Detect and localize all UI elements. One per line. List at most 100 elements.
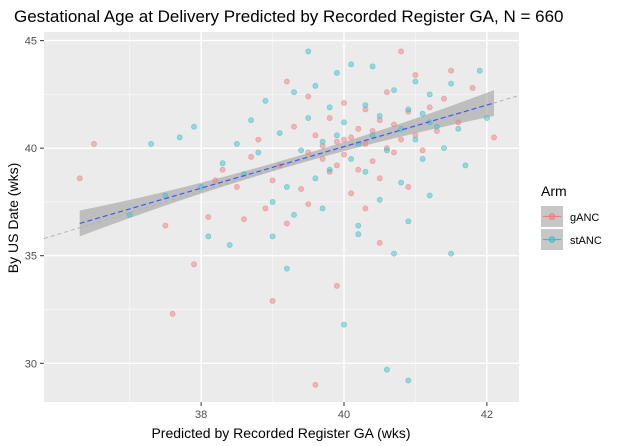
data-point <box>355 231 362 238</box>
data-point <box>219 160 226 167</box>
data-point <box>312 381 319 388</box>
data-point <box>391 250 397 257</box>
data-point <box>205 214 212 220</box>
data-point <box>376 113 383 119</box>
data-point <box>283 78 290 85</box>
data-point <box>362 102 369 108</box>
axis-ticks: 38 40 42 30 35 40 45 <box>25 36 493 421</box>
data-point <box>348 155 354 162</box>
data-point <box>369 132 376 139</box>
x-tick-label: 40 <box>338 409 350 421</box>
data-point <box>191 123 197 130</box>
legend-entries: gANC stANC <box>541 206 602 250</box>
data-point <box>169 310 176 317</box>
data-point <box>269 177 276 184</box>
data-point <box>305 93 312 100</box>
data-point <box>412 78 419 85</box>
data-point <box>405 377 412 384</box>
data-point <box>312 82 319 89</box>
data-point <box>483 115 490 121</box>
data-point <box>355 222 362 229</box>
chart-title: Gestational Age at Delivery Predicted by… <box>14 7 563 26</box>
data-point <box>276 130 283 136</box>
data-point <box>226 242 233 248</box>
x-tick-label: 38 <box>195 409 207 421</box>
data-point <box>283 183 290 190</box>
legend-entry-gANC: gANC <box>541 206 599 227</box>
data-point <box>391 121 397 128</box>
legend: Arm gANC stANC <box>541 183 602 250</box>
data-point <box>383 366 390 373</box>
data-point <box>426 91 433 98</box>
data-point <box>341 100 347 106</box>
data-point <box>333 138 340 145</box>
data-point <box>212 177 219 184</box>
data-point <box>341 119 347 126</box>
data-point <box>269 297 276 304</box>
legend-key-point <box>548 213 556 220</box>
data-point <box>383 147 390 154</box>
data-point <box>419 110 426 117</box>
legend-label: gANC <box>570 212 599 224</box>
data-point <box>355 166 362 173</box>
data-point <box>176 134 183 141</box>
data-point <box>241 216 247 223</box>
data-point <box>362 168 369 175</box>
data-point <box>426 192 433 199</box>
data-point <box>362 205 369 212</box>
data-point <box>376 239 383 246</box>
data-point <box>433 123 440 130</box>
data-point <box>233 140 240 147</box>
confidence-band-layer <box>79 90 494 237</box>
data-point <box>376 196 383 203</box>
data-point <box>91 140 97 147</box>
data-point <box>148 140 154 147</box>
data-point <box>398 179 404 186</box>
data-point <box>312 175 319 182</box>
data-point <box>291 123 297 130</box>
data-point <box>419 147 426 154</box>
legend-title: Arm <box>541 183 567 199</box>
data-point <box>348 134 354 141</box>
data-point <box>491 134 497 141</box>
x-axis-title: Predicted by Recorded Register GA (wks) <box>151 425 410 441</box>
data-point <box>383 89 390 96</box>
data-point <box>455 125 462 132</box>
data-point <box>398 48 404 55</box>
data-point <box>319 138 326 145</box>
data-point <box>448 250 454 257</box>
data-point <box>412 136 419 143</box>
data-point <box>412 72 419 78</box>
data-point <box>162 192 169 199</box>
data-point <box>319 155 326 162</box>
data-point <box>333 70 340 76</box>
y-axis-title: By US Date (wks) <box>5 163 21 273</box>
data-point <box>162 222 169 229</box>
data-point <box>455 119 462 126</box>
data-point <box>191 261 197 268</box>
data-point <box>441 95 447 102</box>
data-point <box>219 166 226 173</box>
data-point <box>469 85 476 91</box>
data-point <box>348 61 354 68</box>
data-point <box>405 183 412 190</box>
data-point <box>283 265 290 272</box>
y-tick-label: 30 <box>25 358 37 370</box>
data-point <box>262 205 269 212</box>
data-point <box>319 205 326 212</box>
data-point <box>348 190 354 197</box>
data-point <box>391 149 397 156</box>
data-point <box>333 132 340 139</box>
data-point <box>248 117 254 124</box>
legend-label: stANC <box>570 235 602 247</box>
data-point <box>341 151 347 158</box>
legend-key-point <box>548 236 556 243</box>
data-point <box>426 104 433 111</box>
x-tick-label: 42 <box>481 409 493 421</box>
data-point <box>333 282 340 289</box>
legend-entry-stANC: stANC <box>541 229 602 250</box>
data-point <box>326 115 333 121</box>
data-point <box>291 89 297 96</box>
series-gANC <box>76 48 497 388</box>
